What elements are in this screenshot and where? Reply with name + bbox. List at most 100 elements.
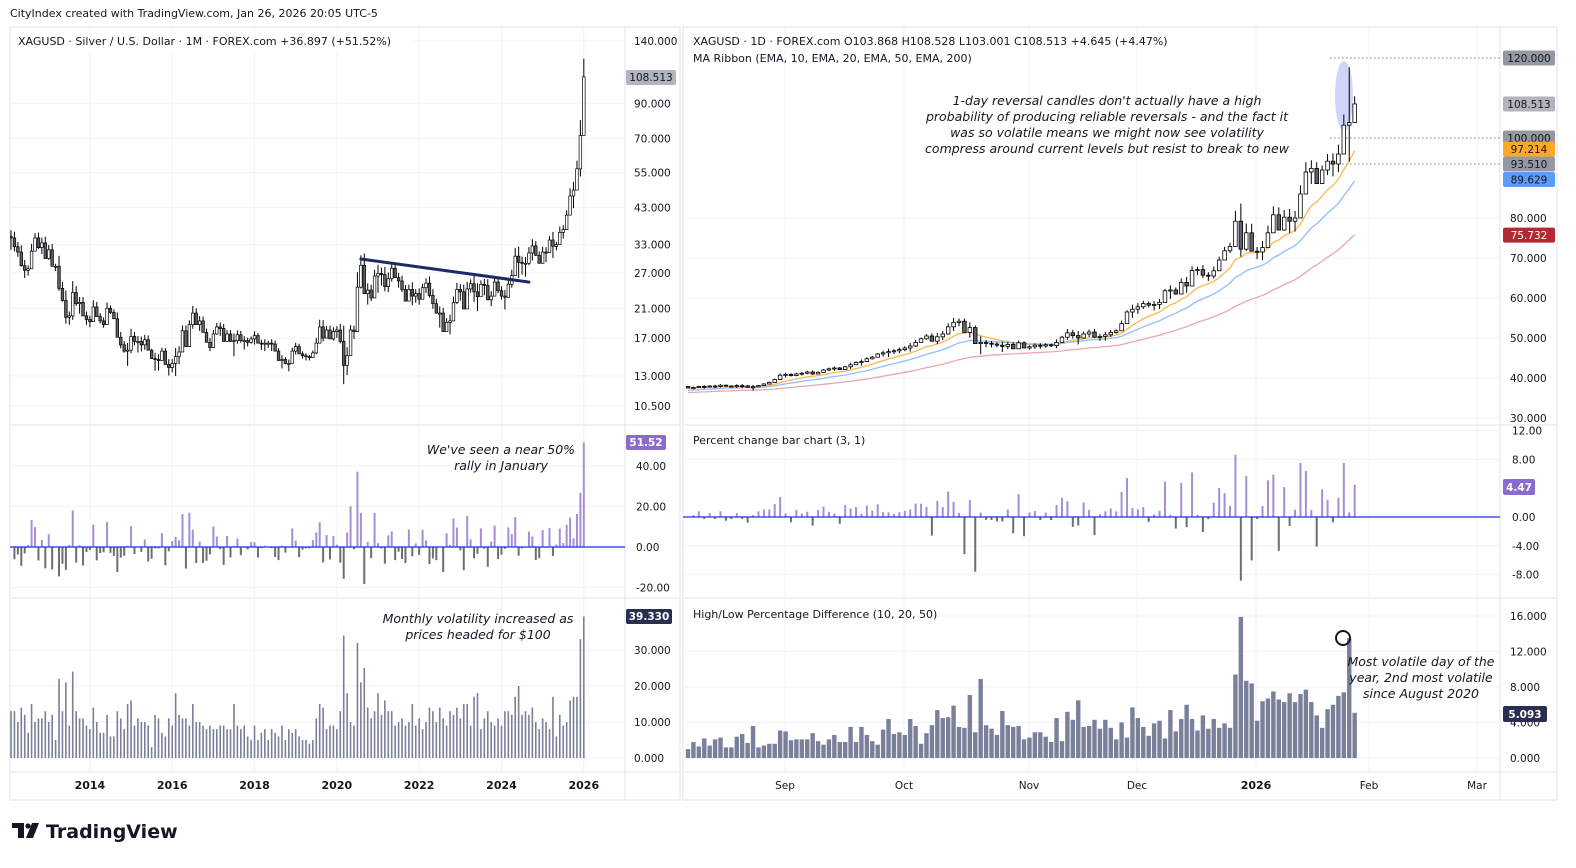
candle-body — [348, 329, 353, 357]
candle-body — [1216, 259, 1222, 272]
pct-bar — [239, 547, 242, 556]
tradingview-logo[interactable]: TradingView — [12, 821, 178, 843]
ma-ribbon-legend[interactable]: MA Ribbon (EMA, 10, EMA, 20, EMA, 50, EM… — [693, 52, 972, 65]
pct-bar — [353, 547, 355, 550]
volatility-bar — [712, 739, 718, 758]
right-time-axis[interactable]: Sep Oct Nov Dec 2026 Feb Mar — [775, 779, 1487, 792]
volatility-bar — [260, 732, 263, 758]
pct-bar — [404, 547, 407, 564]
pct-bar — [274, 547, 277, 557]
pct-bar — [311, 540, 314, 547]
volatility-bar — [466, 704, 468, 758]
volatility-bar — [541, 718, 544, 758]
candle-body — [23, 265, 27, 271]
candle-body — [139, 341, 143, 346]
pct-bar — [229, 547, 232, 558]
volatility-bar — [174, 693, 177, 758]
candle-body — [149, 349, 154, 359]
trendline[interactable] — [359, 257, 531, 284]
pct-bar — [418, 547, 421, 555]
candle-body — [1238, 220, 1244, 250]
pct-bar — [339, 547, 342, 563]
pct-bar — [109, 547, 112, 553]
left-symbol-legend[interactable]: XAGUSD · Silver / U.S. Dollar · 1M · FOR… — [18, 35, 391, 48]
volatility-bar — [445, 725, 448, 758]
volatility-bar — [380, 714, 383, 758]
volatility-bar — [870, 741, 875, 758]
volatility-bar — [1238, 616, 1244, 758]
volatility-bar — [390, 711, 393, 758]
volatility-bar — [983, 725, 989, 758]
volatility-bar — [113, 736, 115, 758]
pct-bar — [1055, 505, 1058, 517]
volatility-bar — [1319, 727, 1325, 758]
volatility-bar — [1309, 702, 1314, 758]
pct-bar — [1147, 517, 1150, 522]
volatility-bar — [490, 722, 492, 758]
candle-body — [386, 278, 390, 287]
pct-bar — [112, 547, 115, 556]
volatility-bar — [788, 740, 794, 758]
candle-body — [458, 289, 462, 293]
volatility-bar — [298, 736, 300, 758]
pct-bar — [811, 517, 814, 526]
monthly-percent-bars — [10, 442, 625, 585]
candle-body — [951, 321, 956, 328]
right-symbol-legend[interactable]: XAGUSD · 1D · FOREX.com O103.868 H108.52… — [693, 35, 1168, 48]
volatility-bar — [17, 722, 19, 758]
candle-body — [50, 249, 54, 267]
vol-indicator-title[interactable]: High/Low Percentage Difference (10, 20, … — [693, 608, 937, 621]
volatility-bar — [233, 704, 235, 758]
candle-body — [40, 242, 44, 248]
volatility-bar — [534, 722, 537, 758]
pct-bar — [459, 547, 462, 551]
volatility-highlight-circle[interactable] — [1335, 630, 1351, 646]
candle-body — [280, 359, 284, 361]
reversal-highlight-ellipse[interactable] — [1335, 61, 1353, 131]
pct-indicator-title[interactable]: Percent change bar chart (3, 1) — [693, 434, 865, 447]
volatility-bar — [875, 744, 880, 758]
pct-bar — [226, 535, 229, 547]
candle-body — [870, 356, 875, 360]
pct-bar — [1066, 501, 1069, 517]
candle-body — [1314, 167, 1319, 184]
pct-bar — [411, 547, 414, 557]
candle-body — [119, 336, 123, 346]
volatility-bar — [517, 686, 520, 758]
price-tick: 43.000 — [634, 202, 671, 214]
volatility-bar — [973, 732, 978, 758]
pct-bar — [1088, 509, 1091, 517]
pct-bar — [20, 547, 23, 566]
pct-bar — [236, 538, 239, 547]
left-time-axis[interactable]: 2014 2016 2018 2020 2022 2024 2026 — [75, 779, 600, 792]
volatility-bar — [1330, 704, 1336, 758]
svg-text:51.52: 51.52 — [629, 437, 662, 449]
volatility-bar — [521, 714, 523, 758]
volatility-bar — [140, 722, 143, 758]
volatility-bar — [1108, 727, 1113, 758]
pct-bar — [373, 512, 376, 547]
volatility-bar — [397, 722, 400, 758]
left-last-price-label: 108.513 — [626, 70, 676, 85]
candle-body — [1086, 331, 1092, 335]
pct-bar — [569, 517, 572, 547]
volatility-bar — [1282, 702, 1287, 758]
pct-bar — [768, 509, 771, 517]
volatility-bar — [908, 718, 913, 758]
pct-bar — [1060, 497, 1063, 517]
candle-body — [239, 334, 243, 341]
pct-bar — [82, 547, 85, 566]
volatility-bar — [58, 678, 60, 758]
candle-body — [1000, 344, 1005, 347]
pct-bar — [822, 506, 825, 517]
candle-body — [1282, 216, 1287, 231]
pct-bar — [490, 541, 493, 547]
pct-bar — [119, 547, 122, 558]
price-tick: 70.000 — [1510, 253, 1547, 265]
pct-bar — [963, 517, 966, 555]
pct-bar — [898, 512, 901, 517]
volatility-bar — [810, 733, 815, 758]
pct-bar — [1017, 494, 1020, 517]
candle-body — [263, 342, 267, 345]
candle-body — [489, 295, 493, 301]
